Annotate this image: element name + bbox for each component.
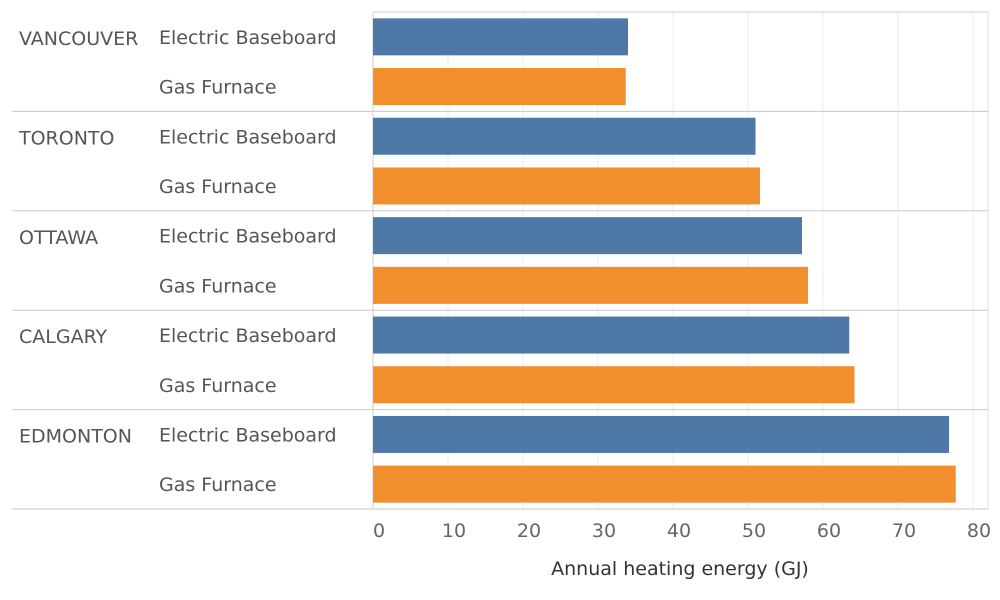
bar-gas-furnace [373,266,808,304]
bar-electric-baseboard [373,316,850,354]
city-label: EDMONTON [19,426,132,448]
bar-gas-furnace [373,366,855,404]
bar-electric-baseboard [373,217,802,255]
x-tick-label: 50 [742,520,766,542]
bar-gas-furnace [373,465,956,503]
x-axis-title: Annual heating energy (GJ) [551,558,809,580]
x-tick-label: 80 [967,520,991,542]
city-label: CALGARY [19,326,108,348]
x-tick-label: 30 [592,520,616,542]
heating-type-label: Electric Baseboard [159,226,337,248]
bars [373,18,956,503]
city-label: OTTAWA [19,227,98,249]
x-tick-label: 0 [373,520,385,542]
heating-type-label: Electric Baseboard [159,424,337,446]
x-axis-ticks: 0 10 20 30 40 50 60 70 80 [373,520,991,542]
group-separators [12,110,988,510]
heating-type-label: Gas Furnace [159,176,277,198]
x-tick-label: 10 [442,520,466,542]
heating-type-label: Gas Furnace [159,77,277,99]
heating-type-label: Electric Baseboard [159,27,337,49]
bar-gas-furnace [373,68,626,106]
bar-gas-furnace [373,167,760,205]
x-tick-label: 70 [892,520,916,542]
bar-electric-baseboard [373,18,628,56]
row-labels: VANCOUVER Electric Baseboard Gas Furnace TO… [18,27,337,496]
heating-type-label: Gas Furnace [159,275,277,297]
x-tick-label: 40 [667,520,691,542]
heating-type-label: Electric Baseboard [159,126,337,148]
city-label: VANCOUVER [19,28,138,50]
x-tick-label: 60 [817,520,841,542]
x-tick-label: 20 [517,520,541,542]
bar-electric-baseboard [373,415,949,453]
heating-type-label: Gas Furnace [159,474,277,496]
bar-electric-baseboard [373,117,756,155]
city-label: TORONTO [18,127,115,149]
heating-type-label: Gas Furnace [159,375,277,397]
heating-type-label: Electric Baseboard [159,325,337,347]
